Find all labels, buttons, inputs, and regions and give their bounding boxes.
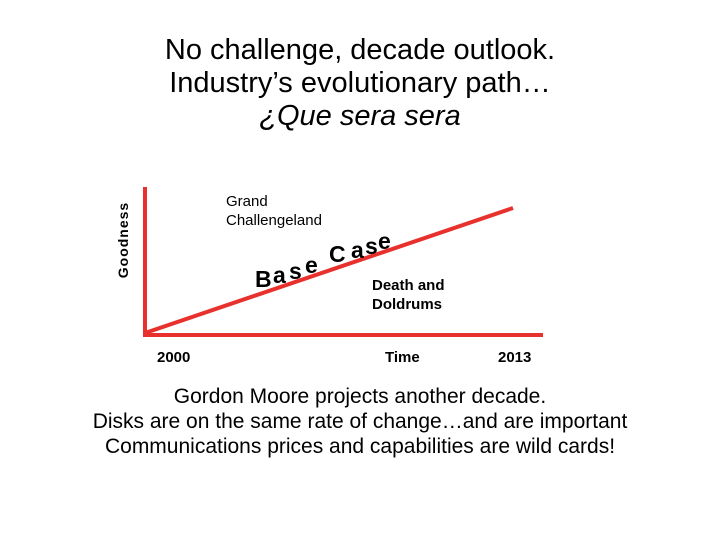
base-case-letter: s	[365, 233, 378, 259]
death-doldrums-line-1: Death and	[372, 277, 445, 294]
base-case-letter: s	[289, 258, 302, 284]
footer-line-1: Gordon Moore projects another decade.	[173, 385, 547, 408]
base-case-letter: a	[351, 237, 364, 263]
x-start-label: 2000	[157, 349, 191, 366]
title-line-2: Industry’s evolutionary path…	[169, 67, 551, 99]
death-doldrums-label: Death and Doldrums	[372, 276, 445, 314]
slide-title: No challenge, decade outlook. Industry’s…	[0, 34, 720, 133]
x-axis-label: Time	[385, 349, 420, 366]
footer-line-2: Disks are on the same rate of change…and…	[92, 410, 628, 433]
base-case-letter: e	[305, 252, 318, 278]
base-case-letter: C	[329, 241, 346, 267]
base-case-letter: B	[255, 266, 272, 292]
footer-line-3: Communications prices and capabilities a…	[104, 435, 616, 458]
grand-challengeland-label: Grand Challengeland	[226, 192, 322, 230]
title-line-1: No challenge, decade outlook.	[164, 34, 556, 66]
slide-footer: Gordon Moore projects another decade. Di…	[0, 384, 720, 459]
grand-challengeland-line-2: Challengeland	[226, 212, 322, 229]
grand-challengeland-line-1: Grand	[226, 193, 268, 210]
title-line-3: ¿Que sera sera	[259, 100, 461, 132]
base-case-letter: e	[378, 228, 391, 254]
trend-line	[144, 206, 514, 335]
death-doldrums-line-2: Doldrums	[372, 296, 443, 313]
x-end-label: 2013	[498, 349, 532, 366]
base-case-letter: a	[273, 262, 286, 288]
